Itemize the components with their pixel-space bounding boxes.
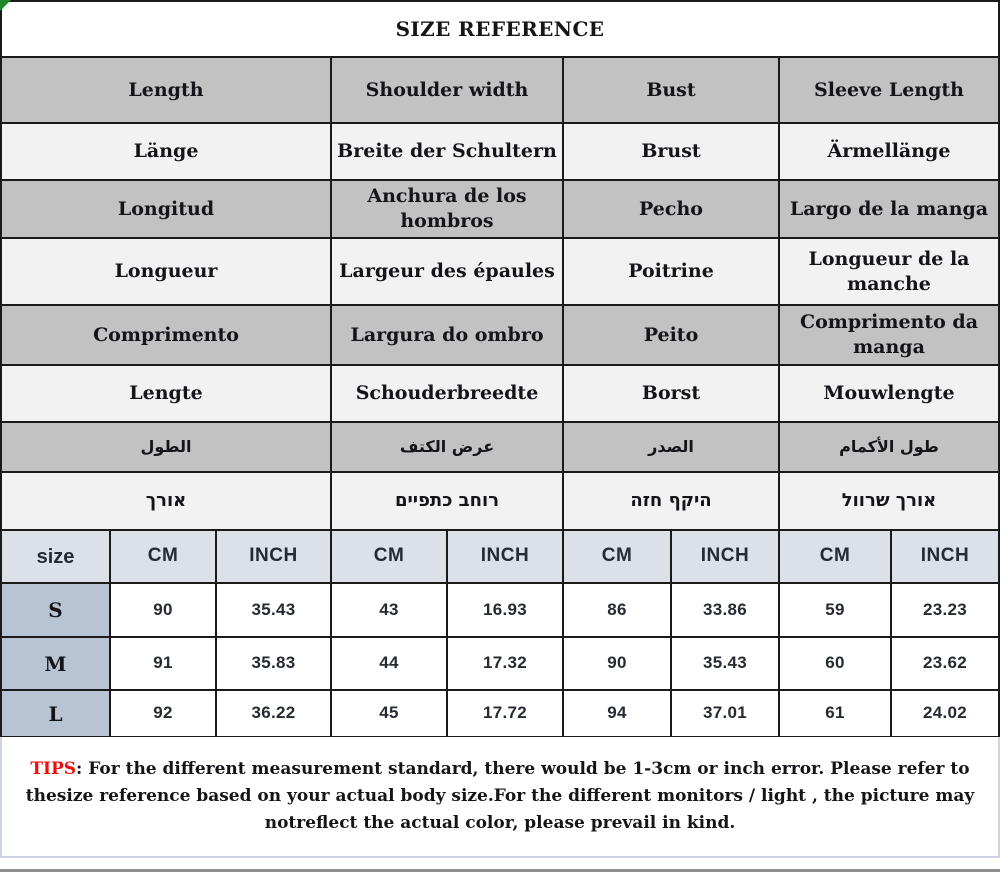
value-S-4: 86	[564, 584, 670, 636]
measurement-label-german-3: Ärmellänge	[780, 124, 998, 179]
value-M-4: 90	[564, 638, 670, 689]
measurement-label-arabic-3: طول الأكمام	[780, 423, 998, 471]
unit-header-4: CM	[564, 531, 670, 582]
value-S-6: 59	[780, 584, 890, 636]
measurement-label-hebrew-0: אורך	[2, 473, 330, 529]
bottom-edge-line	[0, 869, 1000, 872]
size-reference-table: SIZE REFERENCE Length Shoulder width Bust S…	[0, 0, 1000, 738]
unit-header-1: INCH	[217, 531, 330, 582]
measurement-label-portuguese-2: Peito	[564, 306, 778, 364]
measurement-label-portuguese-3: Comprimento da manga	[780, 306, 998, 364]
measurement-label-french-2: Poitrine	[564, 239, 778, 304]
value-M-0: 91	[111, 638, 215, 689]
corner-marker-icon	[0, 0, 11, 11]
measurement-label-hebrew-1: רוחב כתפיים	[332, 473, 562, 529]
measurement-label-portuguese-0: Comprimento	[2, 306, 330, 364]
measurement-label-spanish-2: Pecho	[564, 181, 778, 237]
measurement-label-arabic-1: عرض الكتف	[332, 423, 562, 471]
value-S-5: 33.86	[672, 584, 778, 636]
measurement-label-spanish-1: Anchura de los hombros	[332, 181, 562, 237]
tips-paragraph: TIPS: For the different measurement stan…	[2, 756, 998, 837]
measurement-label-french-0: Longueur	[2, 239, 330, 304]
value-S-1: 35.43	[217, 584, 330, 636]
tips-label: TIPS	[30, 759, 77, 780]
measurement-label-german-0: Länge	[2, 124, 330, 179]
value-L-6: 61	[780, 691, 890, 736]
value-L-4: 94	[564, 691, 670, 736]
value-L-5: 37.01	[672, 691, 778, 736]
value-M-5: 35.43	[672, 638, 778, 689]
measurement-label-english-1: Shoulder width	[332, 58, 562, 122]
value-S-3: 16.93	[448, 584, 562, 636]
measurement-label-german-2: Brust	[564, 124, 778, 179]
measurement-label-dutch-0: Lengte	[2, 366, 330, 421]
value-L-2: 45	[332, 691, 446, 736]
tips-note: TIPS: For the different measurement stan…	[0, 737, 1000, 858]
value-M-3: 17.32	[448, 638, 562, 689]
value-L-0: 92	[111, 691, 215, 736]
tips-body: : For the different measurement standard…	[25, 759, 975, 833]
measurement-label-arabic-0: الطول	[2, 423, 330, 471]
measurement-label-dutch-2: Borst	[564, 366, 778, 421]
measurement-label-portuguese-1: Largura do ombro	[332, 306, 562, 364]
measurement-label-english-0: Length	[2, 58, 330, 122]
value-M-1: 35.83	[217, 638, 330, 689]
value-S-0: 90	[111, 584, 215, 636]
measurement-label-english-2: Bust	[564, 58, 778, 122]
value-L-1: 36.22	[217, 691, 330, 736]
size-column-header: size	[2, 531, 109, 582]
unit-header-5: INCH	[672, 531, 778, 582]
measurement-label-french-3: Longueur de la manche	[780, 239, 998, 304]
unit-header-3: INCH	[448, 531, 562, 582]
page-title: SIZE REFERENCE	[2, 2, 998, 56]
measurement-label-german-1: Breite der Schultern	[332, 124, 562, 179]
value-S-7: 23.23	[892, 584, 998, 636]
measurement-label-dutch-3: Mouwlengte	[780, 366, 998, 421]
size-label-S: S	[2, 584, 109, 636]
value-S-2: 43	[332, 584, 446, 636]
size-label-L: L	[2, 691, 109, 736]
measurement-label-arabic-2: الصدر	[564, 423, 778, 471]
unit-header-6: CM	[780, 531, 890, 582]
measurement-label-hebrew-2: היקף חזה	[564, 473, 778, 529]
value-L-3: 17.72	[448, 691, 562, 736]
measurement-label-english-3: Sleeve Length	[780, 58, 998, 122]
measurement-label-hebrew-3: אורך שרוול	[780, 473, 998, 529]
measurement-label-spanish-0: Longitud	[2, 181, 330, 237]
measurement-label-french-1: Largeur des épaules	[332, 239, 562, 304]
value-L-7: 24.02	[892, 691, 998, 736]
unit-header-0: CM	[111, 531, 215, 582]
measurement-label-spanish-3: Largo de la manga	[780, 181, 998, 237]
value-M-2: 44	[332, 638, 446, 689]
value-M-6: 60	[780, 638, 890, 689]
size-label-M: M	[2, 638, 109, 689]
measurement-label-dutch-1: Schouderbreedte	[332, 366, 562, 421]
value-M-7: 23.62	[892, 638, 998, 689]
unit-header-7: INCH	[892, 531, 998, 582]
unit-header-2: CM	[332, 531, 446, 582]
